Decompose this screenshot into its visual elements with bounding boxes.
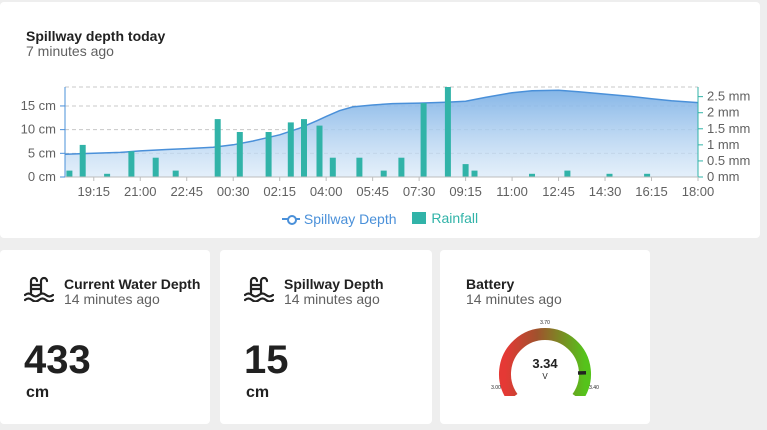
spillway-chart-card: 0 cm 5 cm 10 cm 15 cm 0 mm 0.5 mm 1 mm 1.5 mm 2 … <box>0 2 760 238</box>
battery-gauge: 3.34 V 3.00 3.40 3.70 <box>491 320 599 396</box>
rainfall-bar <box>444 87 451 177</box>
spillway-depth-chart: 0 cm 5 cm 10 cm 15 cm 0 mm0.5 mm1 mm1.5 mm2 … <box>21 86 750 199</box>
rainfall-bar <box>236 132 243 177</box>
card-subtitle: 14 minutes ago <box>466 291 562 307</box>
left-tick-label: 0 cm <box>28 169 56 184</box>
depth-series-line <box>64 89 699 156</box>
gauge-mid-label: 3.70 <box>540 320 550 326</box>
gauge-max-label: 3.40 <box>589 385 599 391</box>
legend-item-spillway-depth[interactable]: Spillway Depth <box>281 211 397 227</box>
x-tick-label: 09:15 <box>449 184 482 199</box>
rainfall-bar <box>104 173 111 177</box>
left-tick-label: 15 cm <box>21 98 56 113</box>
rainfall-bar <box>152 157 159 177</box>
rainfall-bar <box>214 119 221 177</box>
x-tick-label: 22:45 <box>170 184 203 199</box>
legend-item-rainfall[interactable]: Rainfall <box>412 210 478 226</box>
legend-label: Rainfall <box>431 210 479 226</box>
left-tick-label: 10 cm <box>21 122 56 137</box>
card-title: Spillway Depth <box>284 276 384 292</box>
rainfall-bar <box>462 164 469 177</box>
rainfall-bar <box>606 173 613 177</box>
rainfall-bar <box>329 157 336 177</box>
rainfall-bar <box>356 157 363 177</box>
rainfall-bar <box>398 157 405 177</box>
x-tick-label: 16:15 <box>635 184 668 199</box>
water-depth-unit: cm <box>26 384 50 401</box>
rainfall-bar <box>128 151 135 177</box>
rainfall-bar <box>471 170 478 177</box>
left-tick-label: 5 cm <box>28 145 56 160</box>
gauge-unit: V <box>542 372 548 381</box>
water-depth-value: 433 <box>24 338 91 382</box>
spillway-depth-value: 15 <box>244 338 289 382</box>
chart-title: Spillway depth today <box>26 28 166 44</box>
right-tick-label: 1 mm <box>707 137 740 152</box>
pool-icon <box>244 276 274 302</box>
depth-area-fill <box>65 90 698 177</box>
x-tick-label: 12:45 <box>542 184 575 199</box>
right-tick-label: 2.5 mm <box>707 89 750 104</box>
x-tick-label: 11:00 <box>496 184 528 199</box>
card-title: Current Water Depth <box>64 276 201 292</box>
rainfall-bar <box>316 125 323 177</box>
right-tick-label: 1.5 mm <box>707 121 750 136</box>
x-tick-label: 14:30 <box>589 184 622 199</box>
line-series-icon <box>281 214 300 225</box>
chart-subtitle: 7 minutes ago <box>26 43 114 59</box>
rainfall-bar <box>172 170 179 177</box>
bar-series-icon <box>412 212 427 224</box>
x-tick-label: 02:15 <box>263 184 296 199</box>
rainfall-bar <box>564 170 571 177</box>
x-tick-label: 07:30 <box>403 184 436 199</box>
x-tick-label: 21:00 <box>124 184 157 199</box>
current-water-depth-card: Current Water Depth 14 minutes ago 433 c… <box>0 250 210 424</box>
spillway-depth-unit: cm <box>246 384 270 401</box>
battery-card: Battery 14 minutes ago 3.34 V 3.00 3.40 … <box>440 250 650 424</box>
right-tick-label: 0 mm <box>707 169 740 184</box>
x-tick-label: 00:30 <box>217 184 250 199</box>
x-tick-label: 04:00 <box>310 184 343 199</box>
rainfall-bar <box>380 170 387 177</box>
x-tick-label: 19:15 <box>77 184 110 199</box>
rainfall-bar <box>644 173 651 177</box>
rainfall-bar <box>265 132 272 177</box>
gauge-min-label: 3.00 <box>491 385 501 391</box>
rainfall-bar <box>79 144 86 177</box>
right-tick-label: 2 mm <box>707 105 740 120</box>
card-subtitle: 14 minutes ago <box>284 291 380 307</box>
right-tick-label: 0.5 mm <box>707 153 750 168</box>
rainfall-bar <box>287 122 294 177</box>
chart-legend: Spillway Depth Rainfall <box>0 210 760 227</box>
rainfall-bar <box>301 119 307 177</box>
rainfall-bar <box>66 170 73 177</box>
rainfall-bar <box>420 103 427 177</box>
gauge-value: 3.34 <box>532 356 558 371</box>
card-title: Battery <box>466 276 515 292</box>
spillway-depth-card: Spillway Depth 14 minutes ago 15 cm <box>220 250 432 424</box>
pool-icon <box>24 276 54 302</box>
legend-label: Spillway Depth <box>303 211 397 227</box>
card-subtitle: 14 minutes ago <box>64 291 160 307</box>
x-tick-label: 18:00 <box>682 184 715 199</box>
rainfall-bar <box>529 173 535 177</box>
x-tick-label: 05:45 <box>356 184 389 199</box>
